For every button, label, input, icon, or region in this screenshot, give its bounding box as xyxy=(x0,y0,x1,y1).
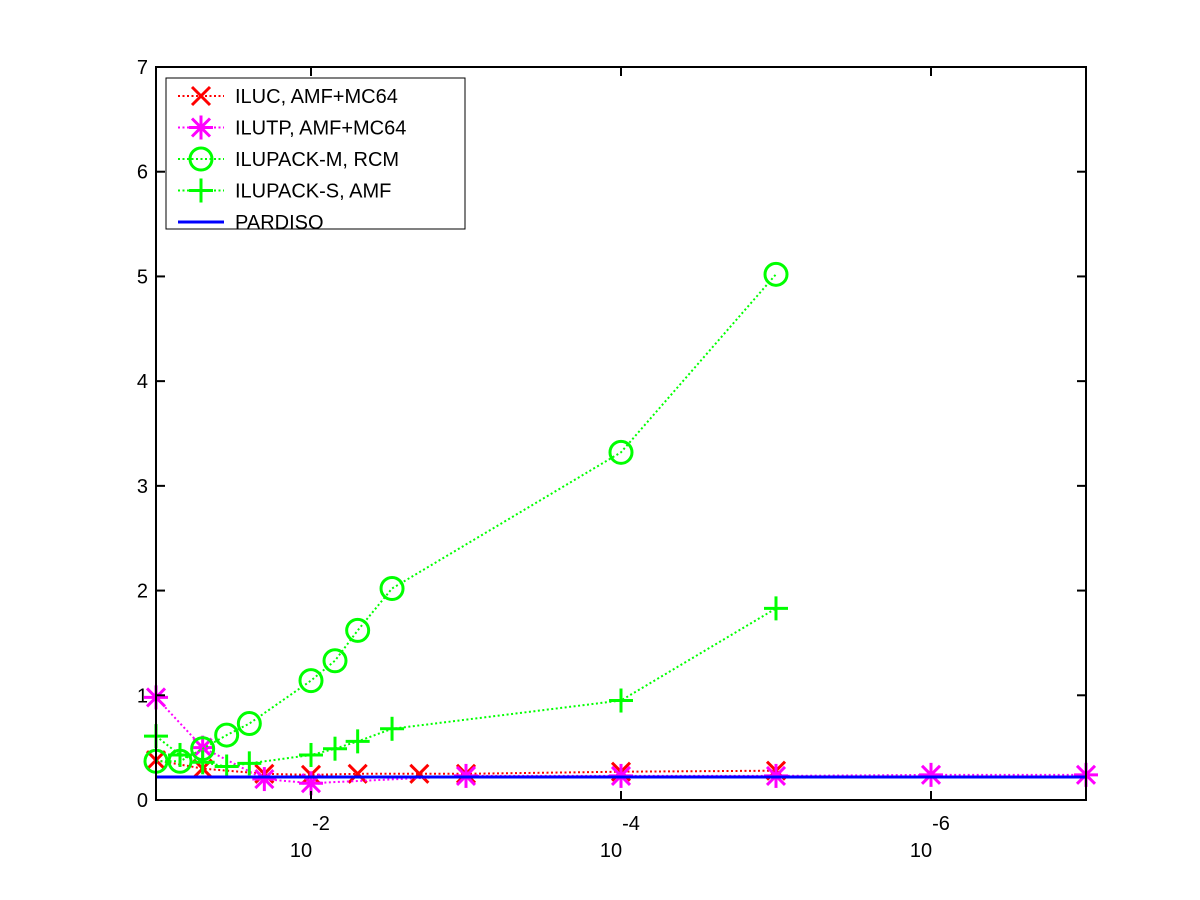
data-point-1-2 xyxy=(252,767,277,792)
x-tick-exponent-1: -4 xyxy=(622,813,640,835)
data-point-3-1 xyxy=(168,742,193,767)
data-point-3-4 xyxy=(237,751,262,776)
data-point-2-8 xyxy=(379,575,405,601)
legend-label-1: ILUTP, AMF+MC64 xyxy=(235,118,406,140)
y-tick-label-1: 1 xyxy=(137,685,148,707)
data-point-2-9 xyxy=(608,439,634,465)
legend-label-4: PARDISO xyxy=(235,212,324,234)
legend-entry-2: ILUPACK-M, RCM xyxy=(178,146,399,172)
data-point-2-5 xyxy=(298,668,324,694)
legend-label-3: ILUPACK-S, AMF xyxy=(235,181,391,203)
data-point-3-3 xyxy=(214,754,239,779)
data-point-2-3 xyxy=(214,722,240,748)
x-tick-exponent-0: -2 xyxy=(312,813,330,835)
data-point-1-7 xyxy=(919,762,943,787)
data-point-3-5 xyxy=(299,742,323,767)
legend-box xyxy=(165,77,466,230)
data-point-3-8 xyxy=(380,716,405,741)
data-point-3-7 xyxy=(345,729,370,754)
y-tick-label-0: 0 xyxy=(137,790,148,812)
data-point-3-2 xyxy=(190,750,215,775)
legend-marker-3 xyxy=(189,178,213,203)
series-layer xyxy=(143,261,1098,796)
legend-marker-1 xyxy=(189,115,213,140)
y-tick-label-6: 6 xyxy=(137,162,148,184)
data-point-2-7 xyxy=(345,617,371,643)
y-tick-label-3: 3 xyxy=(137,476,148,498)
legend: ILUC, AMF+MC64 ILUTP, AMF+MC64 ILUPACK-M, … xyxy=(165,77,466,234)
series-line-2 xyxy=(156,273,777,763)
data-point-2-6 xyxy=(322,648,348,674)
series-3 xyxy=(144,596,788,779)
legend-entry-4: PARDISO xyxy=(178,212,324,234)
legend-entry-0: ILUC, AMF+MC64 xyxy=(178,85,398,108)
legend-marker-2 xyxy=(188,146,214,172)
data-point-2-10 xyxy=(763,261,789,287)
data-point-3-10 xyxy=(764,596,788,621)
legend-marker-0 xyxy=(190,85,212,107)
y-tick-label-5: 5 xyxy=(137,266,148,288)
data-point-3-6 xyxy=(323,736,348,761)
y-tick-label-2: 2 xyxy=(137,581,148,603)
y-tick-label-4: 4 xyxy=(137,371,148,393)
x-tick-exponent-2: -6 xyxy=(932,813,950,835)
x-tick-base-0: 10 xyxy=(290,840,312,862)
data-point-3-9 xyxy=(609,688,633,713)
x-tick-base-1: 10 xyxy=(600,840,622,862)
data-point-2-4 xyxy=(236,711,262,737)
legend-entry-1: ILUTP, AMF+MC64 xyxy=(178,115,406,140)
data-point-0-5 xyxy=(409,763,430,784)
legend-label-0: ILUC, AMF+MC64 xyxy=(235,86,398,108)
series-line-1 xyxy=(155,696,1086,785)
data-point-0-4 xyxy=(347,763,368,784)
legend-entry-3: ILUPACK-S, AMF xyxy=(178,178,391,203)
x-tick-base-2: 10 xyxy=(910,840,932,862)
legend-label-2: ILUPACK-M, RCM xyxy=(235,149,399,171)
y-tick-label-7: 7 xyxy=(137,57,148,79)
